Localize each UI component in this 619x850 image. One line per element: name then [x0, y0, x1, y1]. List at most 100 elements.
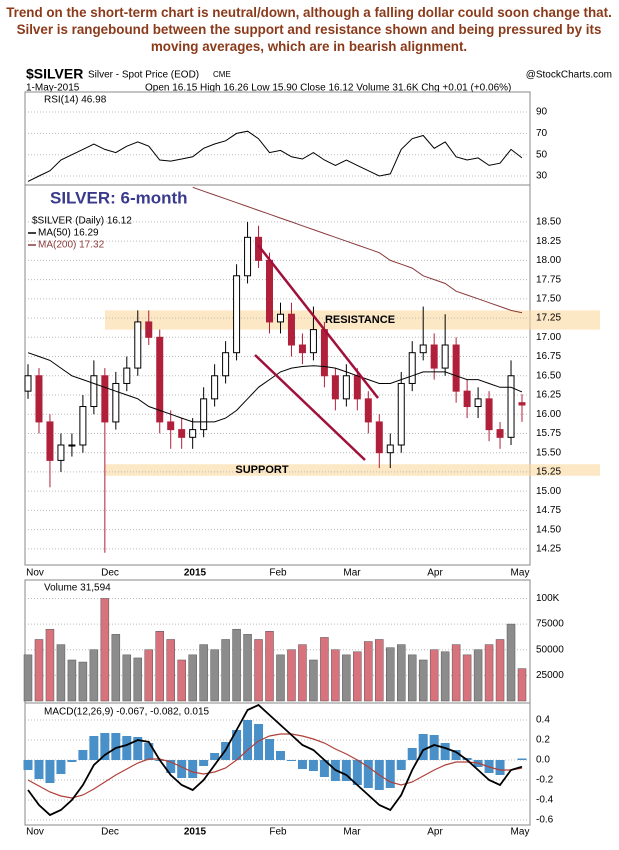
- volume-bar: [320, 637, 329, 702]
- y-tick-label: 50: [536, 149, 548, 160]
- macd-histogram: [440, 743, 450, 760]
- volume-bar: [23, 654, 33, 702]
- price-band: [105, 310, 600, 330]
- caption: Trend on the short-term chart is neutral…: [6, 5, 612, 54]
- candle-body: [79, 406, 87, 446]
- candle-body: [364, 398, 372, 423]
- chart-title: SILVER: 6-month: [50, 188, 188, 207]
- volume-bar: [199, 644, 208, 702]
- band-label: RESISTANCE: [325, 314, 395, 326]
- volume-bar: [309, 659, 318, 702]
- volume-bar: [276, 654, 285, 702]
- candle-body: [342, 375, 350, 400]
- candle-body: [123, 367, 131, 384]
- y-tick-label: 16.75: [536, 351, 561, 362]
- y-tick-label: 70: [536, 128, 548, 139]
- volume-bar: [177, 659, 186, 702]
- signal-line: [27, 733, 523, 799]
- volume-bar: [342, 654, 351, 702]
- symbol: $SILVER: [26, 66, 83, 82]
- y-tick-label: 15.75: [536, 428, 561, 439]
- candle-body: [90, 375, 98, 408]
- volume-bar: [517, 668, 527, 702]
- macd-histogram: [517, 758, 527, 760]
- y-tick-label: -0.6: [536, 815, 554, 826]
- candle-body: [35, 375, 43, 423]
- candle-body: [430, 344, 438, 369]
- candle-body: [496, 429, 504, 438]
- macd-histogram: [188, 760, 198, 778]
- volume-bar: [462, 654, 472, 702]
- x-tick-label: Feb: [269, 568, 287, 579]
- macd-histogram: [341, 760, 351, 781]
- macd-histogram: [385, 760, 395, 788]
- volume-bar: [243, 634, 252, 702]
- candle-body: [276, 313, 284, 323]
- macd-histogram: [78, 750, 88, 760]
- candle-body: [134, 321, 142, 369]
- macd-histogram: [396, 760, 406, 770]
- volume-bar: [396, 644, 406, 702]
- y-tick-label: -0.4: [536, 795, 554, 806]
- y-tick-label: 17.75: [536, 274, 561, 285]
- volume-bar: [265, 631, 274, 702]
- macd-histogram: [122, 736, 132, 760]
- panel-label: Volume 31,594: [44, 583, 111, 594]
- candle-body: [178, 429, 186, 438]
- y-tick-label: 15.25: [536, 467, 561, 478]
- volume-bar: [298, 644, 307, 702]
- candle-body: [375, 421, 383, 454]
- candle-body: [397, 382, 405, 446]
- y-tick-label: 25000: [536, 670, 564, 681]
- volume-bar: [375, 639, 384, 702]
- macd-histogram: [319, 760, 329, 777]
- candle-body: [244, 236, 252, 277]
- instrument-name: Silver - Spot Price (EOD): [88, 70, 199, 81]
- y-tick-label: 90: [536, 107, 548, 118]
- volume-bar: [407, 654, 417, 702]
- macd-histogram: [254, 724, 264, 760]
- y-tick-label: 100K: [536, 593, 560, 604]
- volume-bar: [429, 649, 439, 702]
- candle-body: [68, 444, 76, 447]
- y-tick-label: 75000: [536, 619, 564, 630]
- volume-bar: [451, 644, 461, 702]
- candle-body: [507, 375, 515, 438]
- candle-body: [200, 398, 208, 431]
- y-tick-label: 16.50: [536, 370, 561, 381]
- y-tick-label: 0.2: [536, 735, 550, 746]
- volume-bar: [78, 661, 88, 702]
- macd-histogram: [56, 760, 66, 774]
- candle-body: [419, 344, 427, 354]
- candle-body: [474, 398, 482, 408]
- y-tick-label: 16.25: [536, 390, 561, 401]
- volume-bar: [100, 598, 110, 702]
- macd-line: [27, 703, 523, 817]
- y-tick-label: 30: [536, 171, 548, 182]
- volume-bar: [254, 639, 263, 702]
- volume-bar: [418, 659, 428, 702]
- candle-body: [331, 375, 339, 400]
- macd-histogram: [133, 737, 143, 760]
- legend-label: $SILVER (Daily) 16.12: [32, 216, 132, 227]
- macd-histogram: [286, 760, 296, 761]
- macd-histogram: [199, 760, 209, 766]
- panel-label: RSI(14) 46.98: [44, 95, 107, 106]
- y-tick-label: 18.25: [536, 236, 561, 247]
- macd-histogram: [177, 760, 187, 778]
- macd-histogram: [144, 743, 154, 760]
- volume-bar: [67, 659, 77, 702]
- volume-bar: [221, 639, 230, 702]
- x-tick-label: May: [511, 568, 530, 579]
- x-tick-label: May: [511, 827, 530, 838]
- candle-body: [298, 344, 306, 354]
- x-tick-label: 2015: [184, 568, 207, 579]
- volume-bar: [473, 649, 483, 702]
- source: @StockCharts.com: [526, 70, 612, 81]
- candle-body: [24, 375, 32, 392]
- volume-bar: [506, 623, 516, 702]
- volume-bar: [34, 639, 44, 702]
- macd-histogram: [418, 734, 428, 760]
- macd-histogram: [407, 748, 417, 760]
